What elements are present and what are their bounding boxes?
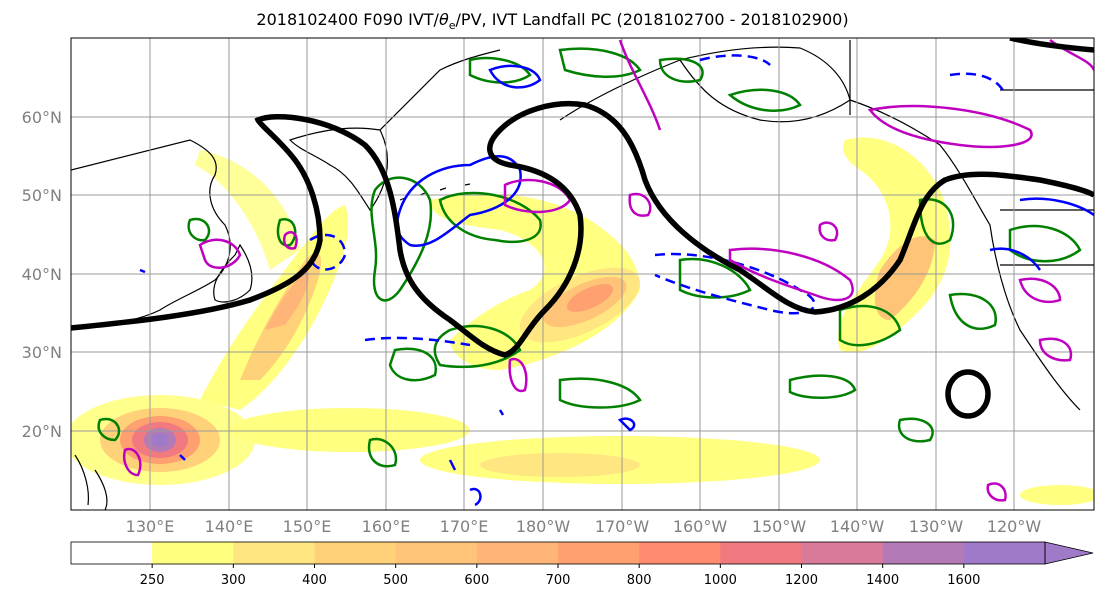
longitude-labels: 130°E 140°E 150°E 160°E 170°E 180°W 170°W 160°W… bbox=[126, 517, 1042, 536]
colorbar-tick-label: 250 bbox=[140, 573, 165, 588]
colorbar-extend-arrow bbox=[1044, 541, 1094, 565]
longitude-label: 140°W bbox=[830, 517, 885, 536]
latitude-labels: 60°N 50°N 40°N 30°N 20°N bbox=[22, 108, 62, 441]
longitude-label: 150°W bbox=[752, 517, 807, 536]
longitude-label: 180°W bbox=[516, 517, 571, 536]
colorbar-segment bbox=[963, 542, 1046, 564]
colorbar-segment bbox=[314, 542, 397, 564]
longitude-label: 160°E bbox=[362, 517, 411, 536]
longitude-label: 170°E bbox=[440, 517, 489, 536]
colorbar-tick-label: 1200 bbox=[785, 573, 818, 588]
latitude-label: 50°N bbox=[22, 186, 62, 205]
latitude-label: 30°N bbox=[22, 343, 62, 362]
colorbar-tick-label: 400 bbox=[302, 573, 327, 588]
colorbar-tick-label: 1000 bbox=[704, 573, 737, 588]
colorbar-segment bbox=[720, 542, 802, 564]
theta-e-contours bbox=[97, 47, 1082, 468]
colorbar-segment bbox=[882, 542, 965, 564]
colorbar-tick-label: 500 bbox=[383, 573, 408, 588]
longitude-label: 160°W bbox=[673, 517, 728, 536]
map-title: 2018102400 F090 IVT/θe/PV, IVT Landfall … bbox=[256, 10, 849, 33]
colorbar-segment bbox=[801, 542, 884, 564]
colorbar-tick-label: 800 bbox=[627, 573, 652, 588]
map-border bbox=[70, 37, 1095, 511]
landfall-pc-contour bbox=[71, 38, 1094, 419]
coastlines bbox=[71, 40, 1094, 510]
graticule bbox=[71, 38, 1094, 510]
colorbar-segment bbox=[152, 542, 234, 564]
longitude-label: 140°E bbox=[205, 517, 254, 536]
colorbar: 250 300 400 500 600 700 800 1000 1200 1400 1600 bbox=[70, 541, 1094, 588]
longitude-label: 130°W bbox=[909, 517, 964, 536]
colorbar-tick-label: 700 bbox=[546, 573, 571, 588]
colorbar-segment bbox=[71, 542, 153, 564]
latitude-label: 60°N bbox=[22, 108, 62, 127]
pv-contours bbox=[139, 54, 1094, 507]
colorbar-segment bbox=[476, 542, 559, 564]
colorbar-tick-label: 1600 bbox=[947, 573, 980, 588]
longitude-label: 150°E bbox=[283, 517, 332, 536]
longitude-label: 130°E bbox=[126, 517, 175, 536]
colorbar-segment bbox=[233, 542, 315, 564]
colorbar-segment bbox=[558, 542, 640, 564]
colorbar-tick-label: 1400 bbox=[866, 573, 899, 588]
colorbar-tick-label: 600 bbox=[464, 573, 489, 588]
colorbar-segment bbox=[395, 542, 478, 564]
latitude-label: 20°N bbox=[22, 422, 62, 441]
colorbar-segment bbox=[639, 542, 721, 564]
latitude-label: 40°N bbox=[22, 265, 62, 284]
longitude-label: 170°W bbox=[595, 517, 650, 536]
colorbar-tick-label: 300 bbox=[221, 573, 246, 588]
longitude-label: 120°W bbox=[987, 517, 1042, 536]
